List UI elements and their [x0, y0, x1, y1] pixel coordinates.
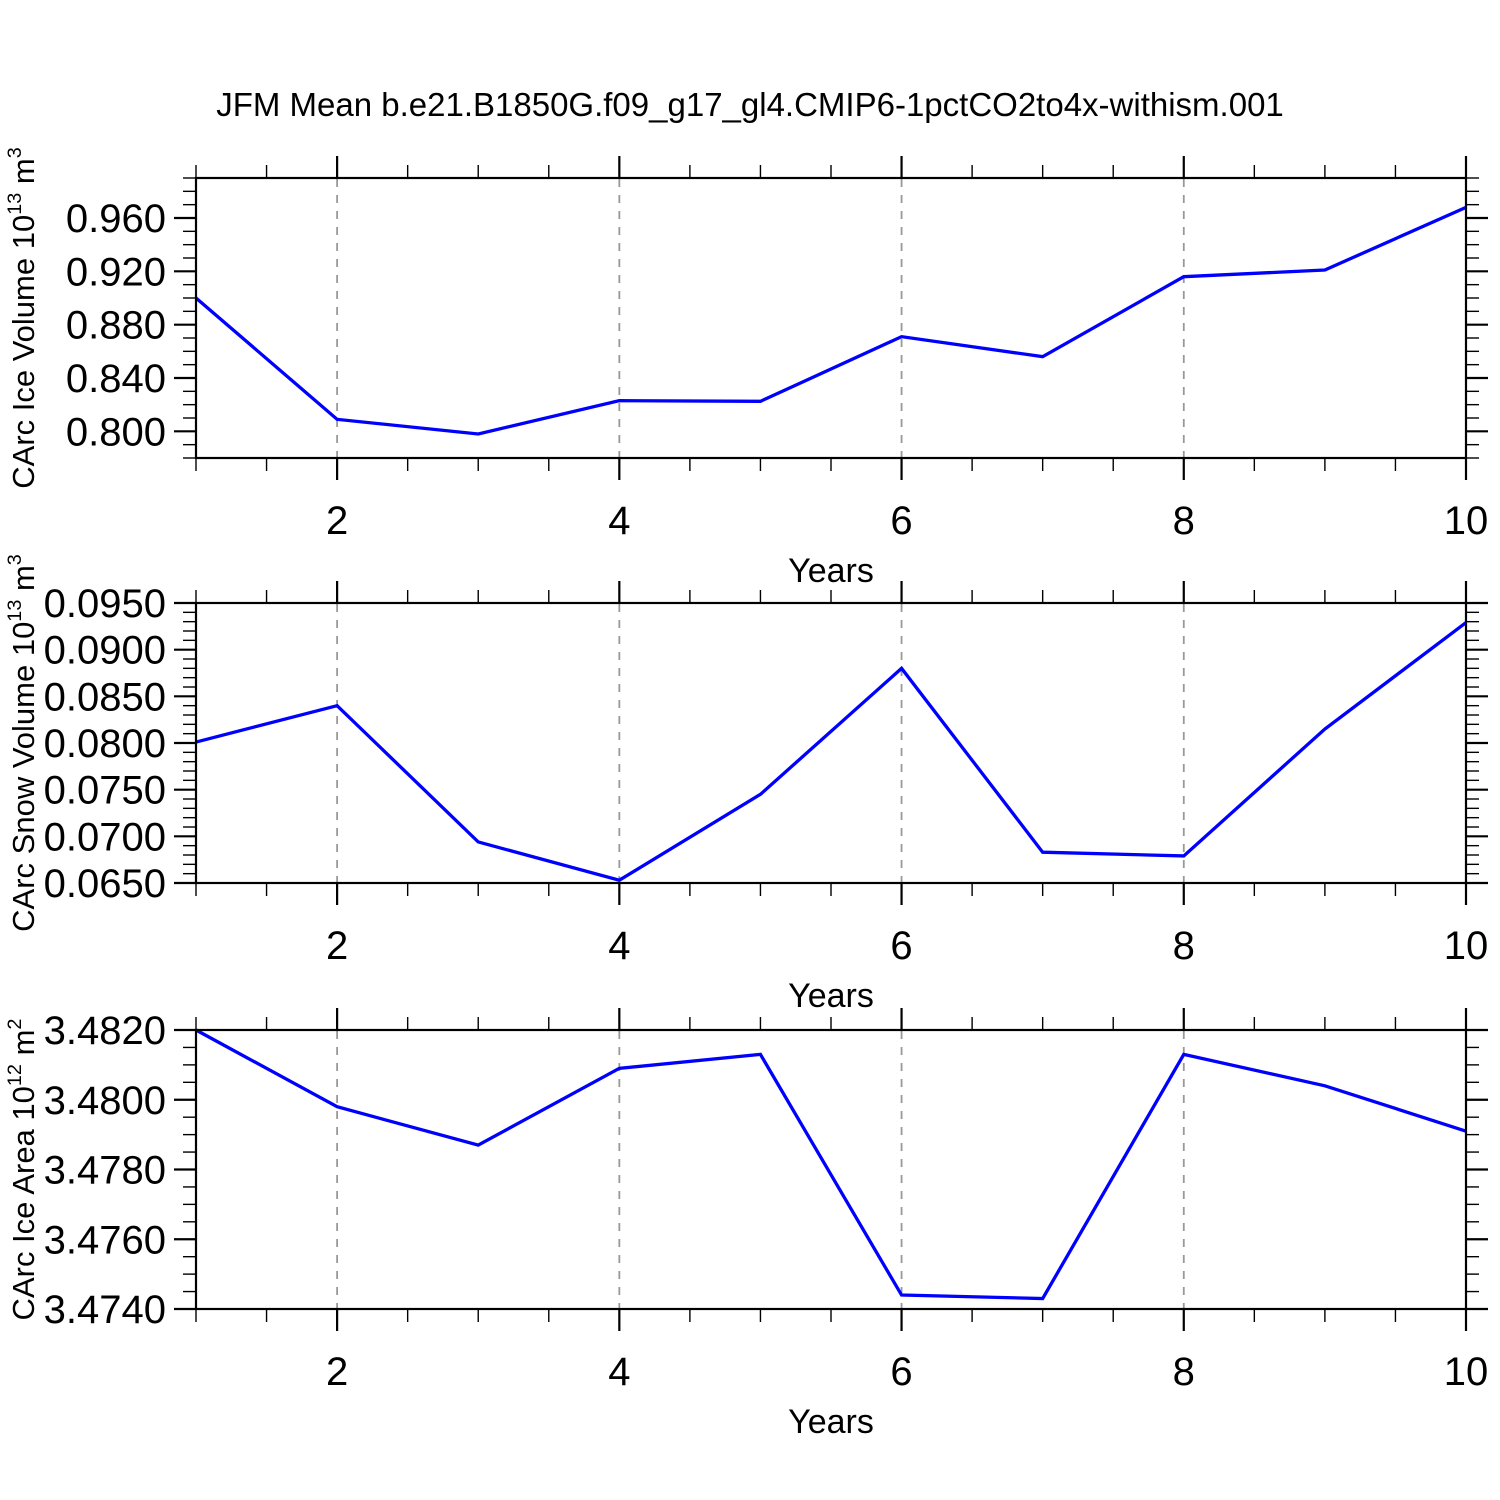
- gridlines: [336, 604, 1185, 882]
- y-tick-label: 0.0750: [44, 769, 166, 813]
- x-tick-label: 10: [1444, 499, 1489, 543]
- y-tick-label: 3.4780: [44, 1149, 166, 1193]
- x-axis-title: Years: [788, 977, 874, 1015]
- gridlines: [336, 1031, 1185, 1308]
- y-axis-title: CArc Snow Volume 1013 m3: [4, 554, 41, 932]
- x-tick-label: 8: [1173, 1350, 1195, 1394]
- x-axis-title: Years: [788, 1403, 874, 1441]
- x-tick-label: 2: [326, 1350, 348, 1394]
- y-tick-label: 0.840: [66, 357, 166, 401]
- plot-border: [194, 176, 1468, 460]
- x-axis-title: Years: [788, 552, 874, 590]
- x-tick-label: 4: [608, 1350, 630, 1394]
- y-tick-label: 0.0900: [44, 629, 166, 673]
- chart-title: JFM Mean b.e21.B1850G.f09_g17_gl4.CMIP6-…: [216, 86, 1284, 123]
- panel-snow-volume: 2 4 6 8 100.06500.07000.07500.08000.08500.09…: [4, 554, 1488, 1015]
- y-axis-title: CArc Ice Area 1012 m2: [4, 1019, 41, 1321]
- y-tick-label: 3.4800: [44, 1079, 166, 1123]
- y-tick-label: 0.800: [66, 410, 166, 454]
- x-tick-label: 6: [890, 499, 912, 543]
- data-line: [195, 621, 1467, 882]
- x-tick-label: 4: [608, 499, 630, 543]
- axes-ticks: [174, 1008, 1488, 1331]
- y-tick-label: 3.4820: [44, 1009, 166, 1053]
- panel-ice-area: 2 4 6 8 10 3.4740 3.4760 3.4780 3.4800 3.4820 Year…: [4, 1008, 1488, 1441]
- y-tick-label: 3.4740: [44, 1288, 166, 1332]
- axes-ticks: [174, 156, 1488, 480]
- x-tick-label: 10: [1444, 1350, 1489, 1394]
- x-tick-label: 2: [326, 499, 348, 543]
- y-tick-label: 0.0850: [44, 675, 166, 719]
- x-tick-label: 8: [1173, 499, 1195, 543]
- axis-labels: 2 4 6 8 100.06500.07000.07500.08000.08500.09…: [4, 554, 1488, 1015]
- y-tick-label: 0.0950: [44, 582, 166, 626]
- y-axis-title: CArc Ice Volume 1013 m3: [4, 147, 41, 489]
- gridlines: [336, 179, 1185, 457]
- y-tick-label: 0.0700: [44, 815, 166, 859]
- x-tick-label: 6: [890, 924, 912, 968]
- data-line: [194, 205, 1467, 436]
- y-tick-label: 0.960: [66, 197, 166, 241]
- panel-ice-volume: 2 4 6 8 10 0.800 0.840 0.880 0.920 0.960 Years CArc…: [4, 147, 1488, 590]
- x-tick-label: 6: [890, 1350, 912, 1394]
- y-tick-label: 3.4760: [44, 1218, 166, 1262]
- axes-ticks: [174, 581, 1488, 905]
- x-tick-label: 8: [1173, 924, 1195, 968]
- y-tick-label: 0.920: [66, 250, 166, 294]
- x-tick-label: 10: [1444, 924, 1489, 968]
- x-tick-label: 4: [608, 924, 630, 968]
- y-tick-label: 0.0650: [44, 862, 166, 906]
- y-tick-label: 0.0800: [44, 722, 166, 766]
- x-tick-label: 2: [326, 924, 348, 968]
- plot-border: [194, 601, 1468, 885]
- axis-labels: 2 4 6 8 10 3.4740 3.4760 3.4780 3.4800 3.4820 Year…: [4, 1009, 1488, 1441]
- data-line: [195, 1028, 1467, 1301]
- plot-border: [194, 1028, 1468, 1311]
- y-tick-label: 0.880: [66, 304, 166, 348]
- axis-labels: 2 4 6 8 10 0.800 0.840 0.880 0.920 0.960 Years CArc…: [4, 147, 1488, 590]
